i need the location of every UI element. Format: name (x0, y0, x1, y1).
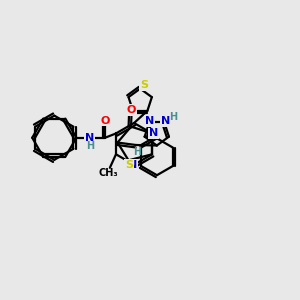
Text: H: H (169, 112, 177, 122)
Text: H: H (133, 147, 141, 157)
Text: S: S (125, 160, 133, 170)
Text: CH₃: CH₃ (99, 168, 118, 178)
Text: N: N (149, 128, 158, 138)
Text: O: O (100, 116, 110, 126)
Text: S: S (140, 80, 148, 90)
Text: H: H (86, 141, 94, 151)
Text: N: N (128, 160, 137, 170)
Text: O: O (127, 105, 136, 115)
Text: N: N (161, 116, 170, 126)
Text: N: N (85, 133, 94, 143)
Text: N: N (145, 116, 154, 126)
